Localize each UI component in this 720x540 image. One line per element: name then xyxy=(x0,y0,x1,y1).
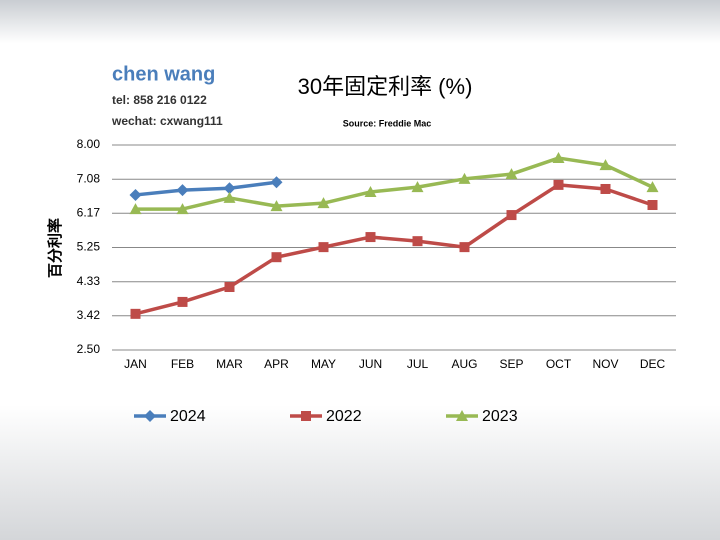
marker xyxy=(144,410,156,422)
marker xyxy=(456,410,468,421)
marker xyxy=(553,179,564,190)
legend-label: 2022 xyxy=(326,408,362,425)
marker xyxy=(223,191,236,203)
marker xyxy=(270,200,283,212)
y-tick-label: 4.33 xyxy=(77,274,101,288)
marker xyxy=(270,176,283,189)
x-tick-label: OCT xyxy=(546,357,572,371)
marker xyxy=(599,159,612,171)
marker xyxy=(176,203,189,215)
x-tick-label: FEB xyxy=(171,357,194,371)
y-tick-label: 3.42 xyxy=(77,308,101,322)
chart-title: 30年固定利率 (%) xyxy=(298,74,473,99)
y-tick-label: 2.50 xyxy=(77,342,101,356)
x-tick-label: JUL xyxy=(407,357,429,371)
y-tick-label: 6.17 xyxy=(77,205,101,219)
x-tick-label: APR xyxy=(264,357,289,371)
legend-label: 2023 xyxy=(482,408,518,425)
marker xyxy=(129,188,142,201)
marker xyxy=(411,181,424,193)
marker xyxy=(412,236,423,247)
x-tick-label: DEC xyxy=(640,357,666,371)
marker xyxy=(552,152,565,164)
x-tick-label: JUN xyxy=(359,357,382,371)
y-tick-label: 8.00 xyxy=(77,137,101,151)
marker xyxy=(506,210,517,221)
series-line xyxy=(135,180,277,197)
marker xyxy=(364,185,377,197)
marker xyxy=(647,200,658,211)
marker xyxy=(301,411,311,421)
series-line xyxy=(135,156,654,211)
wechat: wechat: cxwang111 xyxy=(111,114,223,128)
legend-label: 2024 xyxy=(170,408,206,425)
x-tick-label: MAR xyxy=(216,357,243,371)
series-line xyxy=(135,183,654,316)
marker xyxy=(224,282,235,293)
chart-subtitle: Source: Freddie Mac xyxy=(343,118,432,128)
marker xyxy=(458,172,471,184)
x-tick-label: JAN xyxy=(124,357,147,371)
marker xyxy=(223,182,236,195)
marker xyxy=(271,252,282,263)
x-tick-label: AUG xyxy=(451,357,477,371)
author-name: chen wang xyxy=(112,63,215,85)
x-tick-label: MAY xyxy=(311,357,336,371)
tel: tel: 858 216 0122 xyxy=(112,93,207,107)
y-axis-label: 百分利率 xyxy=(46,218,64,278)
marker xyxy=(177,296,188,307)
marker xyxy=(505,168,518,180)
marker xyxy=(318,242,329,253)
marker xyxy=(600,183,611,194)
marker xyxy=(129,203,142,215)
marker xyxy=(365,232,376,243)
x-tick-label: SEP xyxy=(499,357,523,371)
marker xyxy=(130,308,141,319)
marker xyxy=(317,197,330,209)
marker xyxy=(646,181,659,193)
x-tick-label: NOV xyxy=(592,357,618,371)
y-tick-label: 7.08 xyxy=(77,171,101,185)
marker xyxy=(459,242,470,253)
y-tick-label: 5.25 xyxy=(77,240,101,254)
marker xyxy=(176,184,189,197)
